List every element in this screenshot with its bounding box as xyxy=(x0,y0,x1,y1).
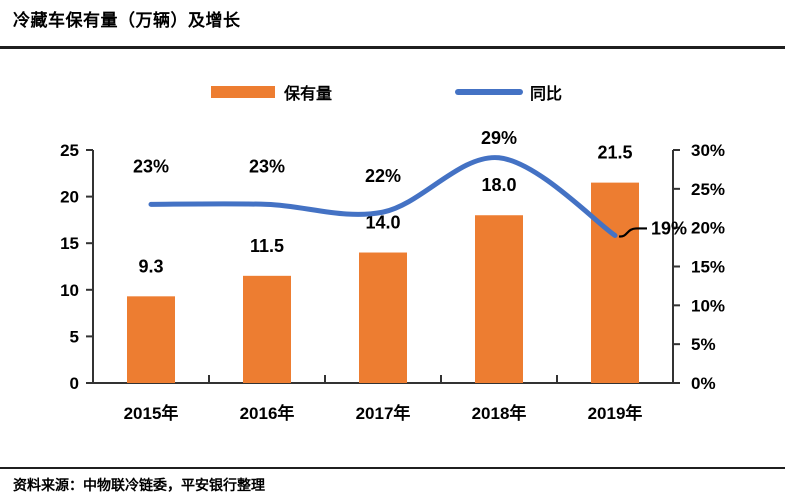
bar-value-label: 9.3 xyxy=(138,256,163,276)
source-note: 资料来源：中物联冷链委，平安银行整理 xyxy=(13,477,265,493)
line-value-label: 23% xyxy=(249,156,285,176)
line-value-label: 22% xyxy=(365,166,401,186)
right-axis-tick-label: 15% xyxy=(691,258,725,277)
growth-line xyxy=(148,155,618,238)
page-title: 冷藏车保有量（万辆）及增长 xyxy=(13,11,241,30)
line-series-swatch xyxy=(455,89,523,95)
left-axis-tick-label: 10 xyxy=(60,281,79,300)
x-axis-label: 2017年 xyxy=(356,403,411,423)
x-axis-label: 2018年 xyxy=(472,403,527,423)
bar-series-swatch xyxy=(211,86,275,98)
right-axis-tick-label: 25% xyxy=(691,180,725,199)
legend-label-bar: 保有量 xyxy=(284,86,333,103)
legend-item-bar: 保有量 xyxy=(211,83,333,103)
legend-item-line: 同比 xyxy=(455,83,563,103)
right-axis-tick-label: 10% xyxy=(691,296,725,315)
footer-divider xyxy=(0,467,785,469)
left-axis-tick-label: 20 xyxy=(60,188,79,207)
legend-label-line: 同比 xyxy=(530,86,563,103)
right-axis-tick-label: 30% xyxy=(691,141,725,160)
line-value-label: 23% xyxy=(133,156,169,176)
bar-value-label: 11.5 xyxy=(250,236,284,256)
line-value-label-callout: 19% xyxy=(651,218,687,238)
line-value-label: 29% xyxy=(481,128,517,148)
title-divider xyxy=(0,46,785,49)
x-axis-label: 2016年 xyxy=(240,403,295,423)
label-leader-line xyxy=(618,227,647,238)
left-axis-tick-label: 25 xyxy=(60,141,79,160)
bar-2017年 xyxy=(359,252,407,383)
bar-2018年 xyxy=(475,215,523,383)
right-axis-tick-label: 5% xyxy=(691,335,716,354)
x-axis-label: 2019年 xyxy=(588,403,643,423)
left-axis-tick-label: 0 xyxy=(70,374,79,393)
bar-2015年 xyxy=(127,296,175,383)
bar-value-label: 14.0 xyxy=(365,213,400,233)
right-axis-tick-label: 20% xyxy=(691,219,725,238)
right-axis-tick-label: 0% xyxy=(691,374,716,393)
bar-value-label: 21.5 xyxy=(597,143,632,163)
left-axis-tick-label: 5 xyxy=(70,327,79,346)
bar-value-label: 18.0 xyxy=(481,175,516,195)
bar-2019年 xyxy=(591,182,639,383)
x-axis-label: 2015年 xyxy=(124,403,179,423)
bar-2016年 xyxy=(243,275,291,383)
left-axis-tick-label: 15 xyxy=(60,234,79,253)
